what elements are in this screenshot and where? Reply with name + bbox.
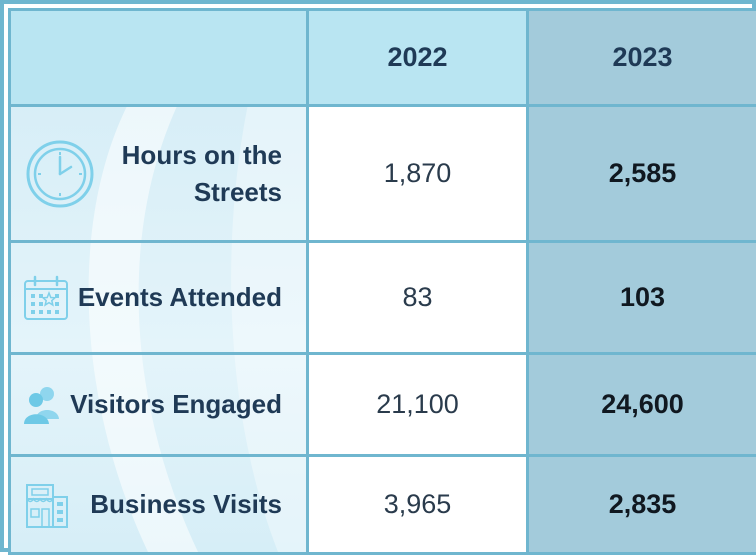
value-2023: 2,585 <box>528 106 756 242</box>
row-label-line2: Streets <box>194 177 282 207</box>
row-label-cell: Visitors Engaged <box>10 354 308 456</box>
table-row: Business Visits 3,965 2,835 <box>10 456 756 554</box>
table-row: Hours on the Streets 1,870 2,585 <box>10 106 756 242</box>
calendar-icon <box>23 275 69 321</box>
people-icon <box>23 385 61 425</box>
value-2022: 3,965 <box>308 456 528 554</box>
table-row: Events Attended 83 103 <box>10 242 756 354</box>
table-row: Visitors Engaged 21,100 24,600 <box>10 354 756 456</box>
stats-table: 2022 2023 <box>8 8 756 555</box>
clock-icon <box>25 139 95 209</box>
value-2023: 24,600 <box>528 354 756 456</box>
value-2023: 103 <box>528 242 756 354</box>
row-label: Hours on the Streets <box>122 137 282 211</box>
storefront-icon <box>23 481 71 529</box>
header-row: 2022 2023 <box>10 10 756 106</box>
value-2023: 2,835 <box>528 456 756 554</box>
row-label: Events Attended <box>78 279 282 316</box>
header-2023: 2023 <box>528 10 756 106</box>
row-label-line1: Hours on the <box>122 140 282 170</box>
header-2022: 2022 <box>308 10 528 106</box>
row-label-cell: Events Attended <box>10 242 308 354</box>
header-corner-cell <box>10 10 308 106</box>
row-label: Business Visits <box>90 486 282 523</box>
value-2022: 1,870 <box>308 106 528 242</box>
value-2022: 21,100 <box>308 354 528 456</box>
value-2022: 83 <box>308 242 528 354</box>
row-label-cell: Business Visits <box>10 456 308 554</box>
row-label-cell: Hours on the Streets <box>10 106 308 242</box>
row-label: Visitors Engaged <box>70 386 282 423</box>
